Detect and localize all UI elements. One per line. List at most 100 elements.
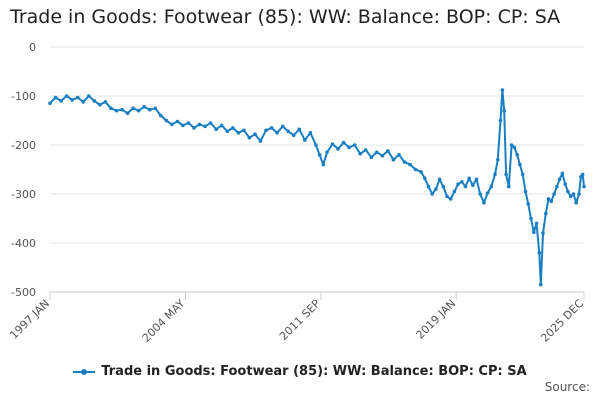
data-point[interactable] (321, 162, 326, 167)
data-point[interactable] (529, 216, 533, 221)
data-point[interactable] (291, 133, 296, 137)
data-point[interactable] (92, 99, 97, 103)
data-point[interactable] (336, 147, 340, 151)
data-point[interactable] (192, 126, 196, 130)
data-point[interactable] (347, 145, 351, 150)
data-point[interactable] (269, 126, 274, 130)
data-point[interactable] (478, 192, 483, 196)
data-point[interactable] (493, 172, 497, 177)
data-point[interactable] (485, 191, 490, 195)
data-point[interactable] (280, 124, 285, 129)
data-point[interactable] (170, 122, 174, 127)
data-point[interactable] (426, 184, 431, 189)
data-point[interactable] (546, 197, 551, 201)
data-point[interactable] (582, 184, 586, 189)
data-point[interactable] (482, 201, 486, 205)
data-point[interactable] (264, 128, 268, 133)
series-line[interactable] (49, 89, 585, 286)
data-point[interactable] (504, 172, 508, 177)
data-point[interactable] (386, 149, 390, 153)
data-point[interactable] (81, 100, 85, 104)
data-point[interactable] (48, 101, 52, 106)
data-point[interactable] (380, 154, 385, 158)
data-point[interactable] (70, 98, 74, 102)
data-point[interactable] (303, 138, 307, 142)
data-point[interactable] (408, 162, 412, 167)
data-point[interactable] (413, 167, 418, 172)
data-point[interactable] (341, 140, 346, 145)
data-point[interactable] (549, 199, 554, 204)
data-point[interactable] (181, 123, 185, 128)
data-point[interactable] (452, 189, 457, 194)
data-point[interactable] (560, 171, 565, 176)
data-point[interactable] (456, 182, 460, 186)
data-point[interactable] (460, 180, 464, 184)
data-point[interactable] (498, 118, 503, 123)
data-point[interactable] (75, 95, 80, 100)
data-point[interactable] (518, 162, 522, 167)
data-point[interactable] (231, 126, 235, 130)
data-point[interactable] (391, 157, 396, 162)
data-point[interactable] (496, 157, 500, 162)
data-point[interactable] (203, 124, 207, 129)
data-point[interactable] (568, 194, 573, 199)
data-point[interactable] (208, 121, 213, 125)
data-point[interactable] (297, 127, 302, 132)
data-point[interactable] (59, 99, 63, 103)
data-point[interactable] (325, 150, 329, 155)
data-point[interactable] (275, 131, 279, 135)
data-point[interactable] (64, 94, 69, 98)
data-point[interactable] (197, 122, 202, 127)
data-point[interactable] (423, 176, 427, 181)
data-point[interactable] (253, 132, 257, 136)
data-point[interactable] (552, 192, 556, 196)
data-point[interactable] (352, 143, 357, 147)
data-point[interactable] (509, 143, 514, 147)
data-point[interactable] (358, 152, 363, 156)
data-point[interactable] (236, 131, 241, 135)
data-point[interactable] (571, 192, 576, 196)
data-point[interactable] (557, 177, 562, 182)
data-point[interactable] (534, 221, 539, 226)
data-point[interactable] (437, 177, 442, 182)
data-point[interactable] (53, 95, 58, 100)
data-point[interactable] (463, 184, 468, 189)
data-point[interactable] (225, 129, 230, 134)
data-point[interactable] (544, 211, 548, 216)
data-point[interactable] (317, 153, 322, 157)
data-point[interactable] (402, 160, 407, 164)
data-point[interactable] (577, 192, 581, 196)
data-point[interactable] (419, 170, 423, 174)
data-point[interactable] (445, 194, 449, 199)
data-point[interactable] (526, 202, 530, 206)
data-point[interactable] (98, 103, 102, 107)
data-point[interactable] (539, 282, 543, 287)
data-point[interactable] (532, 230, 536, 234)
data-point[interactable] (147, 107, 152, 112)
data-point[interactable] (314, 143, 318, 147)
data-point[interactable] (500, 88, 505, 92)
data-point[interactable] (87, 94, 91, 98)
data-point[interactable] (369, 155, 374, 160)
data-point[interactable] (489, 184, 494, 189)
data-point[interactable] (308, 131, 313, 135)
data-point[interactable] (286, 129, 291, 134)
data-point[interactable] (164, 118, 169, 123)
data-point[interactable] (474, 177, 479, 182)
data-point[interactable] (541, 231, 545, 235)
data-point[interactable] (114, 108, 119, 113)
data-point[interactable] (467, 176, 471, 181)
data-point[interactable] (520, 172, 525, 177)
data-point[interactable] (563, 182, 567, 186)
data-point[interactable] (125, 111, 130, 115)
data-point[interactable] (363, 148, 368, 152)
data-point[interactable] (523, 189, 528, 194)
data-point[interactable] (441, 184, 446, 189)
data-point[interactable] (330, 142, 335, 146)
data-point[interactable] (153, 106, 157, 111)
data-point[interactable] (175, 119, 180, 124)
data-point[interactable] (247, 135, 252, 140)
data-point[interactable] (512, 145, 517, 150)
data-point[interactable] (566, 189, 570, 194)
data-point[interactable] (515, 153, 519, 157)
